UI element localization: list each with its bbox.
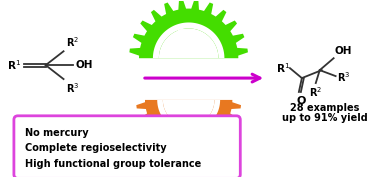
Text: 28 examples: 28 examples [290, 103, 359, 113]
Polygon shape [157, 100, 220, 131]
Text: O: O [296, 96, 305, 106]
Polygon shape [129, 0, 248, 58]
Text: OH: OH [76, 60, 93, 70]
Text: R$^3$: R$^3$ [337, 70, 350, 84]
Text: Complete regioselectivity: Complete regioselectivity [25, 143, 166, 153]
Polygon shape [163, 100, 214, 126]
Text: R$^3$: R$^3$ [65, 81, 79, 95]
Text: High functional group tolerance: High functional group tolerance [25, 159, 201, 169]
Text: CO$_2$: CO$_2$ [175, 28, 202, 43]
Polygon shape [136, 100, 241, 152]
Text: R$^2$: R$^2$ [309, 85, 322, 99]
Polygon shape [153, 22, 225, 58]
Polygon shape [159, 28, 218, 58]
FancyBboxPatch shape [14, 116, 240, 178]
Text: R$^1$: R$^1$ [276, 61, 290, 75]
Text: R$^1$: R$^1$ [7, 58, 21, 72]
Text: R$^2$: R$^2$ [65, 35, 79, 49]
Text: Ag: Ag [180, 114, 198, 127]
Text: OH: OH [335, 46, 352, 56]
Text: No mercury: No mercury [25, 128, 88, 138]
Text: up to 91% yield: up to 91% yield [282, 113, 367, 123]
